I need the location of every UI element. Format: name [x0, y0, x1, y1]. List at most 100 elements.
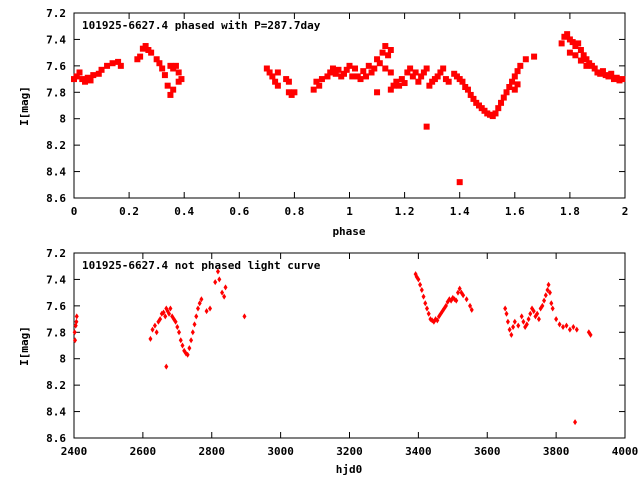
- data-point: [318, 76, 325, 83]
- data-point: [352, 65, 359, 72]
- data-point: [313, 78, 320, 85]
- y-tick-label: 8: [59, 113, 66, 126]
- data-point: [564, 31, 571, 38]
- x-tick-label: 0.2: [119, 205, 139, 218]
- x-tick-label: 1: [346, 205, 353, 218]
- y-tick-label: 8.6: [46, 192, 66, 205]
- data-point: [363, 73, 370, 80]
- data-point: [161, 309, 166, 316]
- data-point: [329, 65, 336, 72]
- data-point: [543, 292, 548, 299]
- data-point: [573, 419, 578, 426]
- data-point: [343, 66, 350, 73]
- data-point: [454, 297, 459, 304]
- data-point: [468, 302, 473, 309]
- data-point: [418, 73, 425, 80]
- data-point: [524, 321, 529, 328]
- data-point: [164, 82, 171, 89]
- data-point: [382, 43, 389, 50]
- data-point: [547, 289, 552, 296]
- data-point: [526, 316, 531, 323]
- data-point: [172, 62, 179, 69]
- y-tick-label: 8.2: [46, 379, 66, 392]
- data-point: [531, 53, 538, 60]
- data-point: [164, 363, 169, 370]
- x-tick-label: 2: [622, 205, 629, 218]
- data-point: [511, 324, 516, 330]
- data-point: [215, 268, 220, 275]
- data-point: [437, 69, 444, 76]
- tick-marks: [73, 12, 626, 199]
- data-point: [495, 105, 502, 112]
- data-point: [443, 302, 448, 309]
- data-point: [192, 321, 197, 328]
- data-point: [379, 49, 386, 56]
- data-point: [504, 310, 509, 317]
- data-point: [189, 337, 194, 344]
- x-tick-label: 2400: [61, 445, 88, 458]
- data-point: [357, 76, 364, 83]
- x-tick-label: 0.4: [174, 205, 194, 218]
- data-point: [440, 65, 447, 72]
- data-point: [492, 110, 499, 117]
- plot-frame: [73, 12, 626, 199]
- data-point: [404, 69, 411, 76]
- data-point: [571, 324, 576, 330]
- data-point: [365, 62, 372, 69]
- data-point: [153, 56, 160, 63]
- data-point: [349, 73, 356, 80]
- tick-marks: [73, 252, 626, 439]
- data-point: [199, 296, 204, 303]
- data-point: [550, 305, 555, 312]
- data-point: [498, 99, 505, 106]
- data-point: [269, 73, 276, 80]
- data-point: [512, 318, 517, 325]
- data-point: [178, 337, 183, 344]
- plot-frame: [73, 252, 626, 439]
- y-tick-label: 8: [59, 353, 66, 366]
- data-point: [519, 313, 524, 320]
- data-point: [197, 300, 202, 307]
- data-point: [374, 89, 381, 96]
- data-point: [575, 40, 582, 47]
- data-point: [316, 82, 323, 89]
- data-point: [619, 76, 626, 83]
- data-point: [194, 313, 199, 320]
- data-point: [549, 300, 554, 307]
- y-tick-label: 7.6: [46, 60, 66, 73]
- x-tick-label: 3800: [543, 445, 570, 458]
- data-point: [416, 276, 421, 283]
- data-point: [217, 276, 222, 283]
- data-point: [461, 292, 466, 299]
- data-point: [274, 69, 281, 76]
- data-point: [148, 335, 153, 342]
- data-point: [591, 65, 598, 72]
- data-point: [98, 66, 105, 73]
- data-point: [168, 305, 173, 312]
- data-point: [558, 40, 565, 47]
- unphased-light-curve-chart: 2400 2600 2800 3000 3200 3400 3600 3800 4000 7.2…: [18, 247, 638, 476]
- data-point: [387, 86, 394, 93]
- data-point: [173, 318, 178, 325]
- data-point: [185, 351, 190, 358]
- data-point: [583, 62, 590, 69]
- data-point: [522, 56, 529, 63]
- data-point: [456, 179, 463, 186]
- data-point: [222, 293, 227, 300]
- data-point: [117, 62, 124, 69]
- data-point: [420, 69, 427, 76]
- data-point: [467, 91, 474, 98]
- y-tick-label: 8.4: [46, 166, 66, 179]
- data-point: [374, 56, 381, 63]
- data-point: [223, 284, 228, 291]
- data-point: [599, 68, 606, 75]
- data-point: [423, 65, 430, 72]
- data-point: [387, 47, 394, 53]
- data-point: [154, 329, 159, 336]
- y-axis-label: I[mag]: [18, 326, 31, 366]
- data-point: [272, 78, 279, 85]
- data-point: [572, 52, 579, 59]
- data-point: [393, 78, 400, 85]
- data-point: [332, 70, 339, 77]
- data-point: [511, 73, 518, 80]
